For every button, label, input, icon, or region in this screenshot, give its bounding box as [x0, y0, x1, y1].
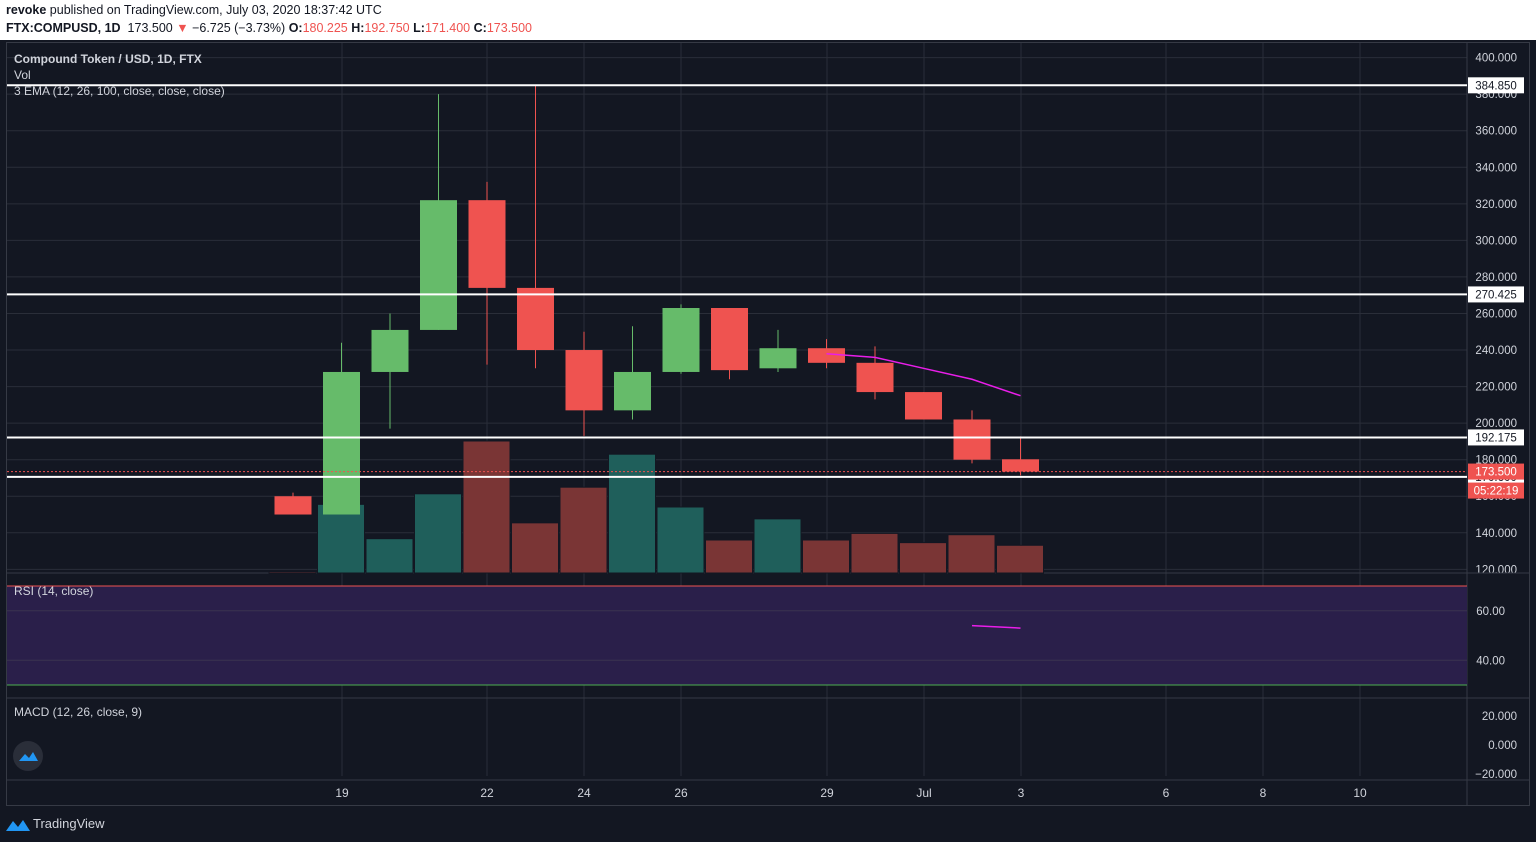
volume-bar	[899, 542, 947, 574]
rsi-tick-label: 60.00	[1476, 606, 1505, 618]
ema-legend: 3 EMA (12, 26, 100, close, close, close)	[14, 84, 225, 98]
down-arrow-icon: ▼	[176, 21, 189, 35]
x-tick-label: 10	[1353, 786, 1367, 800]
x-tick-label: 26	[674, 786, 688, 800]
price-tick-label: 340.000	[1475, 162, 1517, 174]
ema-line	[826, 352, 1021, 397]
price-tick-label: 200.000	[1475, 418, 1517, 430]
candle-body	[468, 200, 506, 288]
price-change: −6.725 (−3.73%)	[192, 21, 286, 35]
volume-bar	[559, 486, 608, 574]
level-label: 270.425	[1475, 289, 1517, 301]
volume-bar	[317, 503, 365, 574]
rsi-line	[971, 624, 1021, 629]
volume-bar	[802, 539, 850, 574]
volume-bar	[268, 571, 317, 574]
x-tick-label: 29	[820, 786, 834, 800]
volume-bar	[996, 544, 1044, 574]
published-text: published on TradingView.com, July 03, 2…	[49, 3, 382, 17]
level-label-box	[1468, 77, 1524, 94]
close-label: C:	[473, 21, 487, 35]
x-tick-label: Jul	[916, 786, 931, 800]
volume-bar	[947, 534, 996, 574]
level-label-box	[1468, 429, 1524, 446]
low-value: 171.400	[424, 21, 471, 35]
candle-body	[565, 350, 603, 411]
volume-legend: Vol	[14, 68, 31, 82]
volume-bar	[850, 532, 899, 574]
rsi-legend: RSI (14, close)	[14, 584, 94, 598]
candle-body	[759, 348, 797, 369]
last-price: 173.500	[127, 21, 173, 35]
tradingview-brand[interactable]: TradingView	[33, 816, 105, 831]
level-label: 384.850	[1475, 80, 1517, 92]
level-label-box	[1468, 286, 1524, 303]
current-price-box	[1468, 463, 1524, 480]
footer-bar	[0, 812, 1536, 842]
countdown-box	[1468, 482, 1524, 499]
ohlc-line: FTX:COMPUSD, 1D 173.500 ▼ −6.725 (−3.73%…	[6, 21, 532, 35]
price-tick-label: 280.000	[1475, 272, 1517, 284]
candle-body	[808, 348, 845, 363]
price-tick-label: 220.000	[1475, 382, 1517, 394]
candle-body	[662, 308, 700, 372]
x-tick-label: 24	[577, 786, 591, 800]
tradingview-logo-icon[interactable]	[6, 817, 30, 833]
volume-bar	[414, 493, 462, 574]
candle-body	[371, 329, 409, 372]
author-name[interactable]: revoke	[6, 3, 47, 17]
volume-bar	[656, 506, 705, 574]
volume-bar	[462, 440, 511, 574]
x-tick-label: 6	[1163, 786, 1170, 800]
low-label: L:	[413, 21, 425, 35]
volume-bar	[705, 539, 753, 574]
volume-bar	[608, 453, 656, 574]
price-tick-label: 120.000	[1475, 564, 1517, 576]
candle-body	[274, 496, 312, 515]
volume-bar	[511, 522, 559, 574]
candle-body	[420, 200, 457, 330]
tradingview-badge-icon[interactable]	[12, 740, 44, 772]
candle-body	[711, 308, 748, 371]
x-tick-label: 3	[1018, 786, 1025, 800]
level-label: 192.175	[1475, 432, 1517, 444]
macd-legend: MACD (12, 26, close, 9)	[14, 705, 143, 719]
close-value: 173.500	[486, 21, 532, 35]
candle-body	[614, 371, 651, 411]
x-tick-label: 22	[480, 786, 494, 800]
volume-bar	[365, 538, 414, 574]
price-tick-label: 400.000	[1475, 53, 1517, 65]
high-label: H:	[351, 21, 365, 35]
rsi-band	[7, 586, 1467, 685]
candle-body	[953, 419, 991, 460]
x-tick-label: 8	[1260, 786, 1267, 800]
price-tick-label: 260.000	[1475, 308, 1517, 320]
candle-body	[905, 392, 942, 420]
publish-header: revoke published on TradingView.com, Jul…	[0, 0, 1536, 40]
price-tick-label: 320.000	[1475, 199, 1517, 211]
chart-legend-title: Compound Token / USD, 1D, FTX	[14, 52, 202, 66]
price-tick-label: 300.000	[1475, 235, 1517, 247]
symbol-label: FTX:COMPUSD, 1D	[6, 21, 121, 35]
rsi-tick-label: 40.00	[1476, 655, 1505, 667]
open-value: 180.225	[302, 21, 348, 35]
countdown-label: 05:22:19	[1474, 486, 1519, 498]
x-tick-label: 19	[335, 786, 349, 800]
price-tick-label: 360.000	[1475, 126, 1517, 138]
price-tick-label: 240.000	[1475, 345, 1517, 357]
macd-tick-label: 20.000	[1482, 711, 1517, 723]
current-price-label: 173.500	[1475, 467, 1517, 479]
macd-tick-label: −20.000	[1475, 769, 1517, 781]
candle-body	[1002, 459, 1039, 472]
high-value: 192.750	[364, 21, 410, 35]
price-tick-label: 140.000	[1475, 528, 1517, 540]
candle-body	[517, 287, 554, 351]
publish-line: revoke published on TradingView.com, Jul…	[6, 3, 382, 17]
candle-body	[856, 362, 894, 393]
volume-bar	[753, 518, 802, 574]
macd-tick-label: 0.000	[1488, 740, 1517, 752]
open-label: O:	[288, 21, 303, 35]
candle-body	[323, 371, 360, 515]
